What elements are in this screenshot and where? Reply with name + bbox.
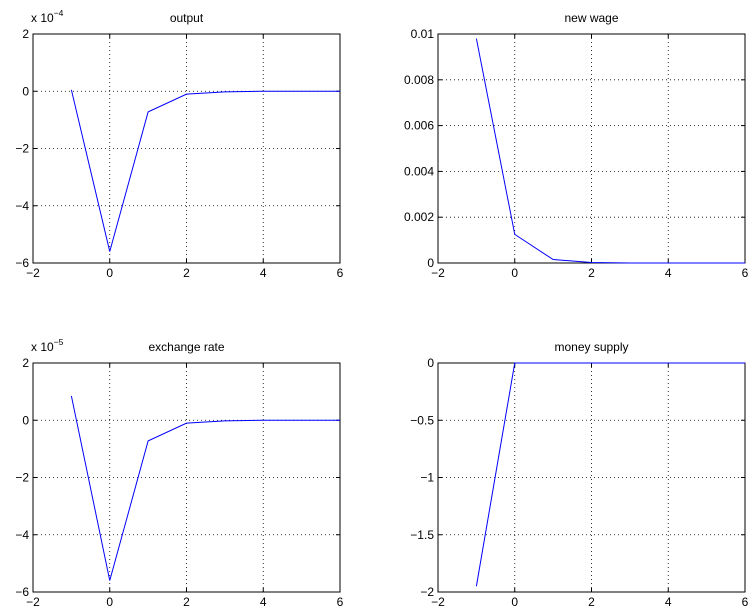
x-tick-label: 0: [511, 595, 518, 609]
y-tick-label: −0.5: [410, 413, 434, 427]
axis-multiplier-exponent: −5: [54, 337, 64, 347]
x-tick-label: −2: [431, 266, 445, 280]
plot-area: [32, 362, 341, 593]
y-tick-label: −1.5: [410, 528, 434, 542]
plot-area: [32, 33, 341, 264]
x-tick-label: 2: [183, 266, 190, 280]
y-tick-label: 2: [22, 27, 29, 41]
subplot-3: −2 0 2 4 6 −6 −4 −2 0 2 exchange rate x 10−5: [15, 337, 343, 609]
y-tick-label: 0.002: [404, 210, 434, 224]
x-tick-label: 2: [183, 595, 190, 609]
chart-title: exchange rate: [148, 340, 224, 354]
x-tick-label: 0: [106, 266, 113, 280]
x-tick-label: 4: [665, 266, 672, 280]
y-tick-label: 0: [22, 84, 29, 98]
y-tick-label: −2: [15, 471, 29, 485]
subplot-4: −2 0 2 4 6 −2 −1.5 −1 −0.5 0 money supply: [410, 340, 748, 609]
series-line: [475, 362, 745, 587]
x-tick-label: 4: [665, 595, 672, 609]
series-line: [70, 395, 340, 581]
y-tick-label: 0.004: [404, 164, 434, 178]
x-tick-label: 6: [337, 595, 344, 609]
y-tick-label: 2: [22, 356, 29, 370]
x-tick-label: 4: [260, 266, 267, 280]
y-tick-label: −6: [15, 585, 29, 599]
x-tick-label: 6: [742, 266, 749, 280]
x-tick-label: −2: [26, 266, 40, 280]
y-tick-label: 0.006: [404, 119, 434, 133]
x-tick-label: 0: [511, 266, 518, 280]
y-tick-label: −4: [15, 528, 29, 542]
y-tick-label: −1: [420, 471, 434, 485]
x-tick-label: 2: [588, 595, 595, 609]
axis-multiplier-exponent: −4: [54, 8, 64, 18]
x-tick-label: 0: [106, 595, 113, 609]
y-tick-label: −2: [15, 142, 29, 156]
plot-area: [437, 362, 746, 593]
x-tick-label: 2: [588, 266, 595, 280]
x-tick-label: −2: [26, 595, 40, 609]
series-line: [70, 89, 340, 252]
y-tick-label: −4: [15, 199, 29, 213]
y-tick-label: 0.008: [404, 73, 434, 87]
chart-title: output: [170, 11, 204, 25]
x-tick-label: 6: [742, 595, 749, 609]
y-tick-label: 0: [427, 356, 434, 370]
chart-title: new wage: [564, 11, 618, 25]
subplot-1: −2 0 2 4 6 −6 −4 −2 0 2 output x 10−4: [15, 8, 343, 280]
x-tick-label: 6: [337, 266, 344, 280]
plot-area: [437, 33, 746, 264]
x-tick-label: 4: [260, 595, 267, 609]
chart-title: money supply: [554, 340, 628, 354]
y-tick-label: −6: [15, 256, 29, 270]
y-tick-label: 0: [427, 256, 434, 270]
axis-multiplier: x 10−4: [31, 8, 64, 25]
y-tick-label: 0.01: [411, 27, 435, 41]
axis-multiplier: x 10−5: [31, 337, 64, 354]
series-line: [475, 38, 745, 264]
y-tick-label: 0: [22, 413, 29, 427]
x-tick-label: −2: [431, 595, 445, 609]
y-tick-label: −2: [420, 585, 434, 599]
